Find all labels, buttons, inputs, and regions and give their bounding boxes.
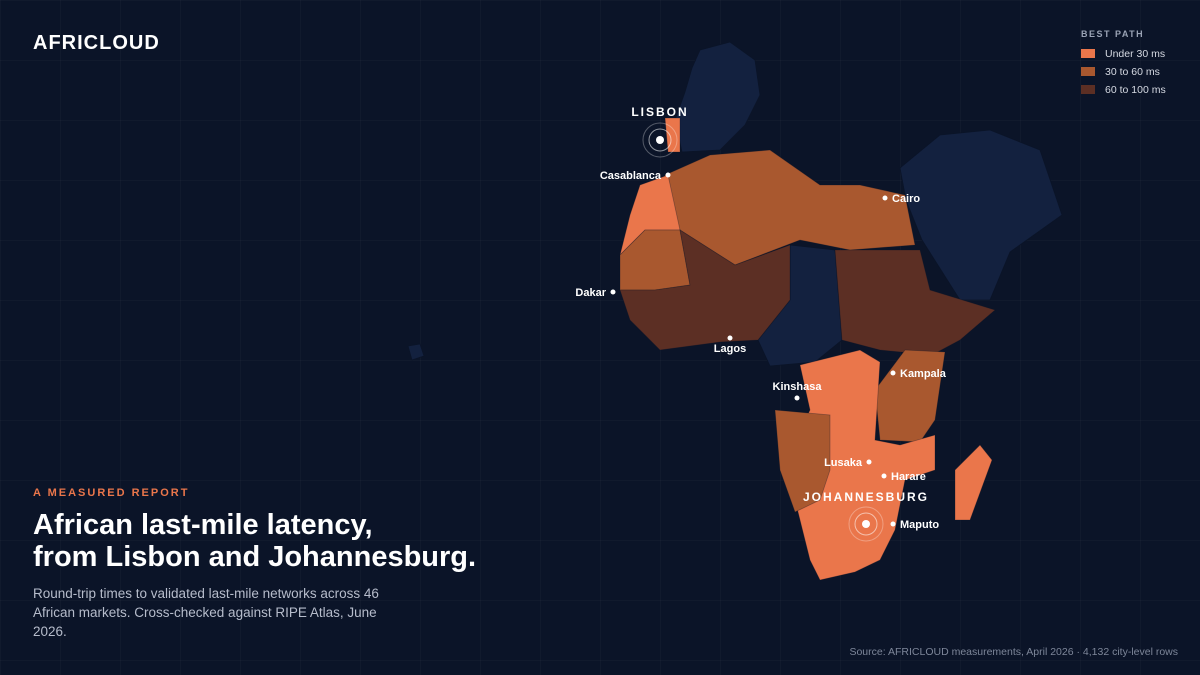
city-label: Lusaka (824, 457, 863, 469)
city-label: Maputo (900, 519, 939, 531)
city-dot (881, 473, 887, 479)
angola-namibia-region (774, 409, 831, 513)
city-label: Casablanca (600, 170, 662, 182)
legend-swatch (1081, 49, 1095, 58)
city-dot (610, 289, 616, 295)
sahel-region (619, 229, 791, 351)
city-dot (882, 195, 888, 201)
legend-swatch (1081, 67, 1095, 76)
headline-line: African last-mile latency, (33, 509, 373, 541)
hub-label: LISBON (631, 105, 688, 119)
hub-label: JOHANNESBURG (803, 490, 929, 504)
eyebrow: A MEASURED REPORT (33, 487, 190, 499)
hub-dot (862, 520, 870, 528)
hub-johannesburg: JOHANNESBURG (803, 490, 929, 542)
city-label: Kinshasa (773, 381, 823, 393)
legend-swatch (1081, 85, 1095, 94)
madagascar-region (954, 444, 993, 521)
east-africa-region (874, 349, 946, 443)
city-dot (890, 370, 896, 376)
source: Source: AFRICLOUD measurements, April 20… (849, 646, 1178, 658)
hub-lisbon: LISBON (631, 105, 688, 158)
city-label: Kampala (900, 368, 947, 380)
legend-title: BEST PATH (1081, 29, 1144, 39)
description: Round-trip times to validated last-mile … (33, 586, 379, 639)
city-dot (665, 172, 671, 178)
city-dot (890, 521, 896, 527)
brand: AFRICLOUD (33, 32, 160, 54)
portugal-region (664, 117, 681, 153)
legend: Under 30 ms 30 to 60 ms 60 to 100 ms (1081, 48, 1166, 96)
legend-label: Under 30 ms (1105, 48, 1165, 60)
city-label: Lagos (714, 343, 746, 355)
city-label: Cairo (892, 193, 920, 205)
cities: Casablanca Cairo Dakar Lagos Kinshasa Ka… (575, 170, 946, 531)
city-label: Dakar (575, 287, 606, 299)
island (407, 343, 425, 361)
hub-dot (656, 136, 664, 144)
city-label: Harare (891, 471, 926, 483)
hub-ring (648, 128, 672, 152)
hub-ring (642, 122, 678, 158)
middle-east (899, 129, 1063, 301)
city-dot (794, 395, 800, 401)
hub-ring (854, 512, 878, 536)
headline: African last-mile latency, from Lisbon a… (33, 509, 476, 573)
legend-label: 60 to 100 ms (1105, 84, 1166, 96)
city-dot (727, 335, 733, 341)
headline-line: from Lisbon and Johannesburg. (33, 541, 477, 573)
legend-label: 30 to 60 ms (1105, 66, 1160, 78)
iberia (674, 41, 761, 153)
city-dot (866, 459, 872, 465)
east-sahel-region (834, 249, 996, 356)
hub-ring (848, 506, 884, 542)
